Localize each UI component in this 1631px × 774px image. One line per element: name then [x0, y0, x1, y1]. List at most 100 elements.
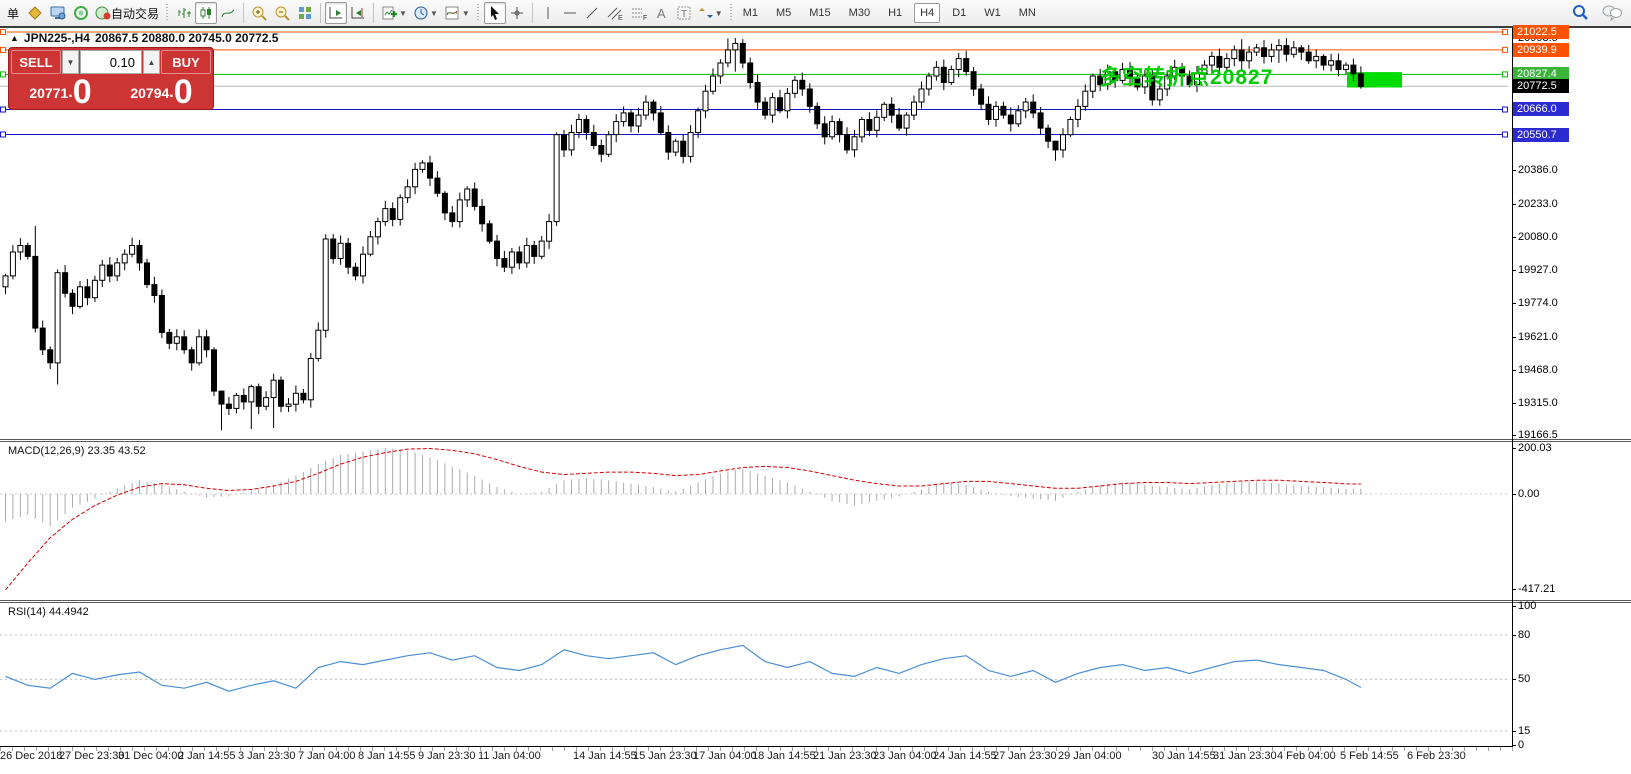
toolbar-separator: [320, 3, 322, 23]
time-axis-ticks: [0, 747, 1513, 751]
macd-pane[interactable]: [0, 442, 1513, 600]
line-chart-type-button[interactable]: [217, 2, 239, 24]
timeframe-button-m1[interactable]: M1: [742, 7, 758, 19]
rsi-axis-tick: 0: [1511, 739, 1525, 751]
level-price-tag: 20939.9: [1513, 42, 1569, 57]
chart-area[interactable]: ▲ JPN225-,H4 20867.5 20880.0 20745.0 207…: [0, 25, 1631, 774]
dropdown-arrow-icon: ▼: [461, 8, 470, 18]
date-axis-label: 5 Feb 14:55: [1340, 750, 1399, 762]
new-order-button[interactable]: 单: [2, 2, 24, 24]
pane-separator[interactable]: [0, 600, 1631, 603]
date-axis-label: 2 Jan 14:55: [178, 750, 236, 762]
volume-increase-button[interactable]: ▲: [143, 50, 160, 74]
date-axis-label: 8 Jan 14:55: [358, 750, 416, 762]
data-center-icon[interactable]: [70, 2, 92, 24]
timeframe-button-m15[interactable]: M15: [809, 7, 831, 19]
cursor-tool-button[interactable]: [483, 2, 506, 24]
date-axis-label: 14 Jan 14:55: [573, 750, 637, 762]
rsi-axis-tick: 80: [1511, 629, 1531, 642]
fibonacci-tool-button[interactable]: F: [627, 2, 651, 24]
price-pane[interactable]: [0, 28, 1513, 439]
date-axis-label: 24 Jan 14:55: [933, 750, 997, 762]
pane-separator[interactable]: [0, 439, 1631, 442]
timeframe-button-w1[interactable]: W1: [984, 7, 1001, 19]
timeframe-button-mn[interactable]: MN: [1018, 7, 1036, 19]
chat-icon[interactable]: [1601, 3, 1623, 26]
price-axis-tick: 19774.0: [1512, 297, 1558, 310]
new-chart-button[interactable]: ▼: [378, 2, 410, 24]
sell-price-display[interactable]: 20771. 0: [11, 75, 110, 109]
search-icon[interactable]: [1571, 3, 1589, 26]
timeframe-button-m5[interactable]: M5: [775, 7, 792, 19]
price-axis-tick: 19621.0: [1512, 330, 1558, 343]
macd-indicator-label: MACD(12,26,9) 23.35 43.52: [8, 445, 146, 457]
tile-windows-button[interactable]: [294, 2, 316, 24]
market-watch-icon[interactable]: [46, 2, 70, 24]
level-price-tag: 20666.0: [1513, 102, 1569, 117]
indicators-button[interactable]: ▼: [441, 2, 473, 24]
text-tool-button[interactable]: A: [651, 2, 673, 24]
horizontal-line-tool-button[interactable]: [559, 2, 581, 24]
svg-text:E: E: [618, 15, 623, 21]
volume-input[interactable]: 0.10: [80, 50, 142, 74]
buy-button[interactable]: BUY: [161, 50, 211, 74]
sell-button[interactable]: SELL: [11, 50, 61, 74]
crosshair-tool-button[interactable]: [506, 2, 528, 24]
price-axis-tick: 19927.0: [1512, 264, 1558, 277]
macd-axis-tick: 200.03: [1512, 441, 1552, 454]
bar-chart-type-button[interactable]: [173, 2, 195, 24]
svg-text:F: F: [643, 15, 647, 21]
toolbar-grip[interactable]: [475, 4, 481, 22]
date-axis-label: 6 Feb 23:30: [1407, 750, 1466, 762]
arrows-tool-button[interactable]: ▼: [695, 2, 726, 24]
chart-ohlc-label: 20867.5 20880.0 20745.0 20772.5: [94, 31, 279, 45]
collapse-panel-arrow-icon[interactable]: ▲: [10, 33, 19, 43]
timeframe-button-m30[interactable]: M30: [848, 7, 871, 19]
svg-text:A: A: [657, 6, 666, 21]
price-axis-tick: 19468.0: [1512, 363, 1558, 376]
zoom-in-button[interactable]: [248, 2, 271, 24]
timeframe-button-d1[interactable]: D1: [952, 7, 967, 19]
trendline-tool-button[interactable]: [581, 2, 603, 24]
volume-decrease-button[interactable]: ▼: [62, 50, 79, 74]
quotes-icon[interactable]: [24, 2, 46, 24]
vertical-line-tool-button[interactable]: [537, 2, 559, 24]
toolbar-grip[interactable]: [165, 4, 171, 22]
date-axis-label: 31 Jan 23:30: [1213, 750, 1277, 762]
chart-shift-button[interactable]: [347, 2, 369, 24]
toolbar: 单 自动交易 ▼ ▼ ▼ E F A T ▼ M1 M: [0, 0, 1631, 28]
candlestick-chart-type-button[interactable]: [195, 2, 218, 24]
new-order-label: 单: [6, 6, 19, 21]
zoom-out-button[interactable]: [271, 2, 294, 24]
buy-price-main: 20794: [130, 85, 170, 101]
chart-title: ▲ JPN225-,H4 20867.5 20880.0 20745.0 207…: [10, 31, 278, 45]
text-label-tool-button[interactable]: T: [673, 2, 695, 24]
timeframe-bar: M1 M5 M15 M30 H1 H4 D1 W1 MN: [737, 3, 1042, 23]
auto-scroll-button[interactable]: [325, 2, 348, 24]
date-axis-label: 23 Jan 04:00: [873, 750, 937, 762]
date-axis-label: 27 Dec 23:30: [59, 750, 125, 762]
rsi-pane[interactable]: [0, 603, 1513, 746]
timeframe-button-h4[interactable]: H4: [914, 3, 941, 23]
toolbar-grip[interactable]: [728, 4, 734, 22]
profiles-button[interactable]: ▼: [410, 2, 441, 24]
timeframe-button-h1[interactable]: H1: [888, 7, 903, 19]
dropdown-arrow-icon: ▼: [714, 8, 723, 18]
rsi-axis-tick: 100: [1511, 599, 1537, 612]
level-price-tag: 20827.4: [1513, 67, 1569, 82]
date-axis-label: 9 Jan 23:30: [418, 750, 476, 762]
autotrading-label: 自动交易: [111, 6, 160, 21]
chart-annotation-text: 多空转折点20827: [1100, 66, 1274, 89]
toolbar-separator: [373, 3, 375, 23]
one-click-trading-panel: SELL ▼ 0.10 ▲ BUY 20771. 0 20794. 0: [8, 47, 214, 110]
time-axis-line: [0, 746, 1513, 747]
date-axis-label: 7 Jan 04:00: [298, 750, 356, 762]
svg-text:T: T: [681, 9, 687, 20]
date-axis-label: 27 Jan 23:30: [993, 750, 1057, 762]
date-axis-label: 26 Dec 2018: [0, 750, 63, 762]
autotrading-button[interactable]: 自动交易: [92, 2, 162, 24]
buy-price-display[interactable]: 20794. 0: [112, 75, 211, 109]
equidistant-channel-tool-button[interactable]: E: [603, 2, 627, 24]
date-axis-label: 15 Jan 23:30: [633, 750, 697, 762]
